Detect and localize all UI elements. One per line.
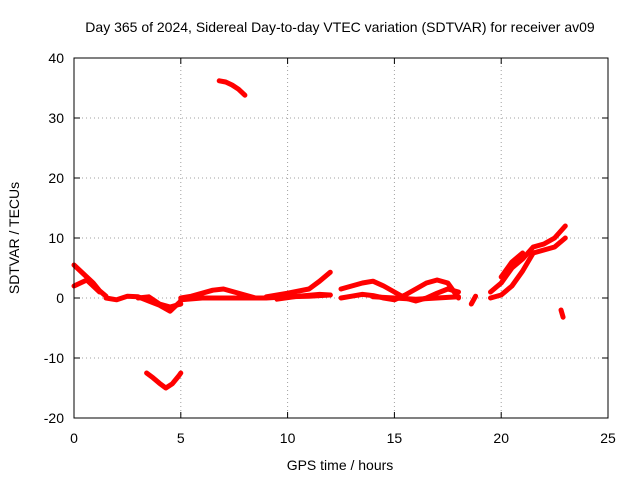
y-tick-label: -10 [44, 350, 64, 366]
axis-ticks: 0 5 10 15 20 25 -20 -10 0 10 20 30 40 [44, 50, 616, 446]
series-early-drop-b [71, 277, 103, 295]
x-tick-label: 15 [387, 430, 403, 446]
y-tick-label: 40 [48, 50, 64, 66]
series-evening-rise-a [488, 223, 568, 295]
series-midday-rise [263, 269, 333, 300]
y-axis-label: SDTVAR / TECUs [6, 182, 22, 294]
x-tick-label: 20 [493, 430, 509, 446]
series-night-dip-b [135, 294, 184, 310]
series-late-blip [558, 307, 566, 320]
y-tick-label: 20 [48, 170, 64, 186]
series-arc-low [144, 370, 184, 391]
series-dusk-blip [468, 293, 479, 307]
y-tick-label: 10 [48, 230, 64, 246]
series-afternoon-flat [370, 294, 461, 302]
y-tick-label: -20 [44, 410, 64, 426]
x-tick-label: 10 [280, 430, 296, 446]
chart-title: Day 365 of 2024, Sidereal Day-to-day VTE… [85, 19, 595, 35]
x-axis-label: GPS time / hours [287, 457, 394, 473]
series-evening-rise-c [498, 250, 526, 280]
grid [74, 58, 608, 418]
series-midday-flat [274, 291, 333, 302]
y-tick-label: 30 [48, 110, 64, 126]
x-tick-label: 25 [600, 430, 616, 446]
data-series [71, 78, 568, 391]
series-arc-high [216, 78, 248, 98]
x-tick-label: 0 [70, 430, 78, 446]
series-morning-hump [178, 286, 259, 301]
y-tick-label: 0 [56, 290, 64, 306]
x-tick-label: 5 [177, 430, 185, 446]
series-evening-rise-b [488, 235, 568, 301]
